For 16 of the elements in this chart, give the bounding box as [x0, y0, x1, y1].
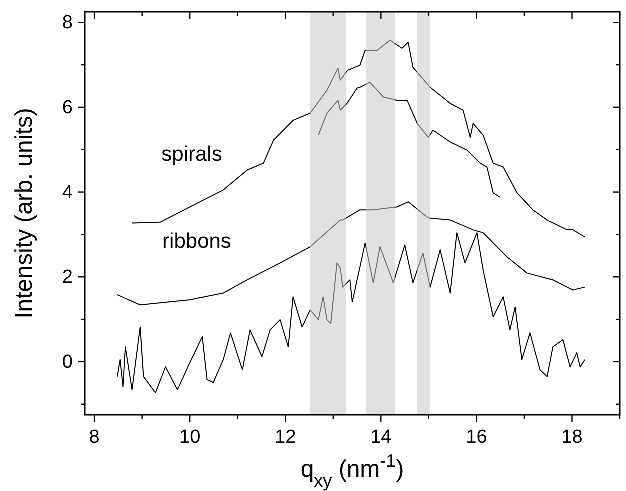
x-tick-label: 10 — [180, 427, 201, 448]
y-tick-label: 4 — [62, 182, 74, 204]
x-tick-label: 12 — [275, 427, 296, 448]
line-series — [318, 82, 501, 198]
annotation: ribbons — [162, 230, 232, 253]
y-tick-label: 6 — [62, 97, 73, 118]
y-axis-title: Intensity (arb. units) — [11, 108, 38, 319]
x-tick-label: 14 — [370, 427, 392, 448]
y-tick-label: 2 — [62, 267, 73, 288]
y-tick-label: 8 — [62, 12, 73, 34]
annotation: spirals — [162, 143, 222, 166]
x-tick-label: 18 — [562, 427, 583, 448]
x-tick-label: 8 — [89, 427, 100, 448]
y-tick-label: 0 — [62, 352, 73, 373]
x-tick-label: 16 — [466, 427, 488, 448]
x-axis-title: q$_{xy}$ (nm$^{-1}$) — [300, 451, 404, 491]
